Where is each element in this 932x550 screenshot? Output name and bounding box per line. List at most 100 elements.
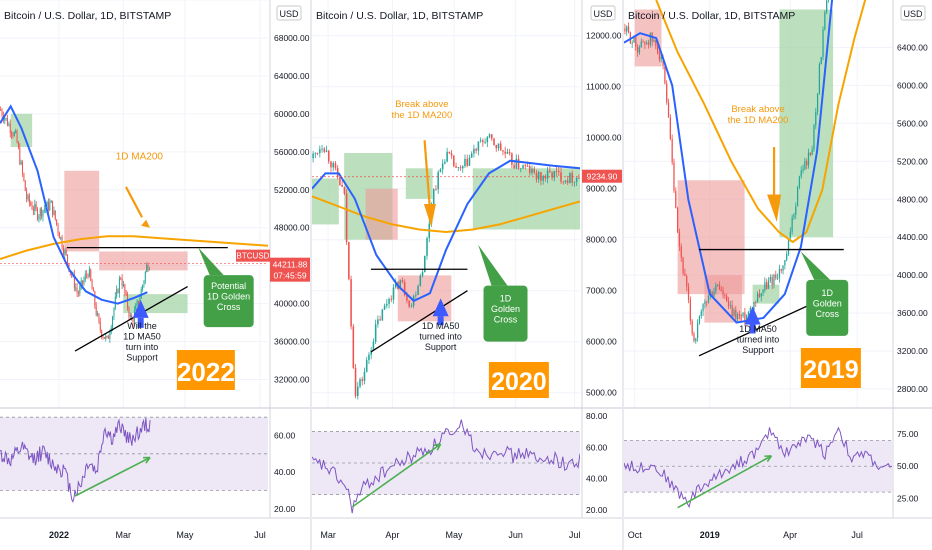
- candle-body: [92, 289, 94, 292]
- x-tick-label: Jul: [569, 530, 581, 540]
- candle-body: [511, 153, 513, 165]
- candle-body: [666, 83, 668, 103]
- candle-body: [689, 299, 691, 321]
- candle-body: [90, 269, 92, 281]
- candle-body: [379, 319, 381, 321]
- candle-body: [38, 216, 40, 220]
- candle-body: [778, 269, 781, 279]
- y-tick-label: 11000.00: [586, 82, 621, 92]
- candle-body: [106, 336, 108, 337]
- candle-body: [558, 171, 560, 173]
- candle-body: [822, 29, 824, 58]
- candle-body: [75, 287, 77, 289]
- candle-body: [811, 149, 813, 155]
- symbol-tag-text: BTCUSD: [237, 252, 270, 261]
- price-plot: [624, 0, 892, 408]
- candle-body: [696, 323, 699, 339]
- candle-body: [784, 260, 786, 266]
- candle-body: [47, 201, 49, 210]
- y-tick-label: 6000.00: [586, 337, 617, 347]
- candle-body: [448, 151, 451, 154]
- candle-body: [746, 315, 748, 323]
- candle-body: [0, 109, 2, 111]
- candle-body: [826, 0, 828, 13]
- year-badge: [800, 348, 861, 388]
- currency-box[interactable]: [900, 5, 926, 21]
- rsi-line: [624, 426, 892, 509]
- ma200-label: 1D MA200: [116, 151, 164, 162]
- panel-2022-labels: Bitcoin / U.S. Dollar, 1D, BITSTAMP USD: [4, 5, 302, 22]
- candle-body: [91, 280, 93, 290]
- candle-body: [368, 354, 370, 361]
- candle-body: [30, 202, 32, 206]
- candle-body: [99, 322, 101, 331]
- candle-body: [332, 163, 334, 168]
- x-tick-label: Jul: [254, 530, 266, 540]
- currency-box[interactable]: [590, 5, 616, 21]
- candle-body: [464, 158, 466, 167]
- candle-body: [740, 314, 742, 317]
- candle-body: [457, 167, 460, 168]
- candle-body: [53, 210, 55, 215]
- candle-body: [760, 293, 762, 297]
- candle-body: [816, 93, 819, 113]
- candle-body: [5, 118, 7, 119]
- chart-panel-2020[interactable]: 12000.00 11000.00 10000.00 9000.00 8000.00 70…: [312, 0, 624, 550]
- candle-body: [42, 210, 44, 217]
- support-trendline: [370, 290, 468, 353]
- support-trendline: [74, 285, 188, 352]
- candle-body: [334, 163, 337, 168]
- candle-body: [406, 294, 408, 301]
- candle-body: [800, 170, 802, 177]
- candle-body: [702, 303, 704, 312]
- ma200-arrow: [124, 186, 144, 218]
- candle-body: [343, 186, 346, 194]
- candle-body: [656, 45, 659, 54]
- candle-body: [575, 178, 578, 182]
- candle-body: [83, 279, 85, 285]
- candle-body: [753, 302, 755, 311]
- candle-body: [138, 300, 140, 305]
- candle-body: [626, 26, 628, 32]
- candle-body: [707, 296, 710, 302]
- y-tick-label: 36000.00: [274, 337, 310, 347]
- candle-body: [37, 208, 39, 220]
- x-tick-label: Apr: [385, 530, 399, 540]
- candle-body: [26, 190, 28, 200]
- candle-body: [624, 28, 626, 32]
- candle-body: [77, 292, 79, 294]
- candle-body: [136, 300, 138, 306]
- ichimoku-cloud-red: [365, 188, 398, 240]
- candle-body: [569, 173, 571, 184]
- currency-label: USD: [279, 9, 299, 19]
- chart-panel-2019[interactable]: 6400.00 6000.00 5600.00 5200.00 4800.00 4400.…: [624, 0, 932, 540]
- candle-body: [820, 57, 822, 64]
- candle-body: [15, 130, 17, 133]
- candle-body: [117, 289, 119, 294]
- candle-body: [1, 110, 3, 116]
- candle-body: [499, 143, 502, 151]
- candle-body: [403, 281, 406, 295]
- candle-body: [122, 284, 124, 287]
- chart-panel-2022[interactable]: 68000.00 64000.00 60000.00 56000.00 52000.00…: [0, 0, 312, 550]
- candle-body: [655, 39, 657, 46]
- candle-body: [98, 313, 100, 323]
- currency-box[interactable]: [276, 5, 302, 21]
- candle-body: [459, 167, 462, 169]
- golden-cross-badge-pointer: [478, 244, 508, 286]
- candle-body: [553, 170, 556, 178]
- candle-body: [399, 280, 401, 290]
- y-tick-label: 6000.00: [897, 80, 928, 90]
- candle-body: [359, 379, 361, 387]
- candle-body: [444, 161, 446, 164]
- rsi-axis: 60.00 40.00 20.00: [274, 431, 296, 514]
- candle-body: [664, 66, 666, 84]
- candle-body: [76, 287, 78, 293]
- candle-body: [711, 291, 713, 297]
- support-arrow-head: [432, 298, 449, 317]
- x-tick-label: May: [176, 530, 194, 540]
- candle-body: [813, 124, 815, 150]
- candle-body: [796, 187, 799, 207]
- candle-body: [744, 312, 746, 323]
